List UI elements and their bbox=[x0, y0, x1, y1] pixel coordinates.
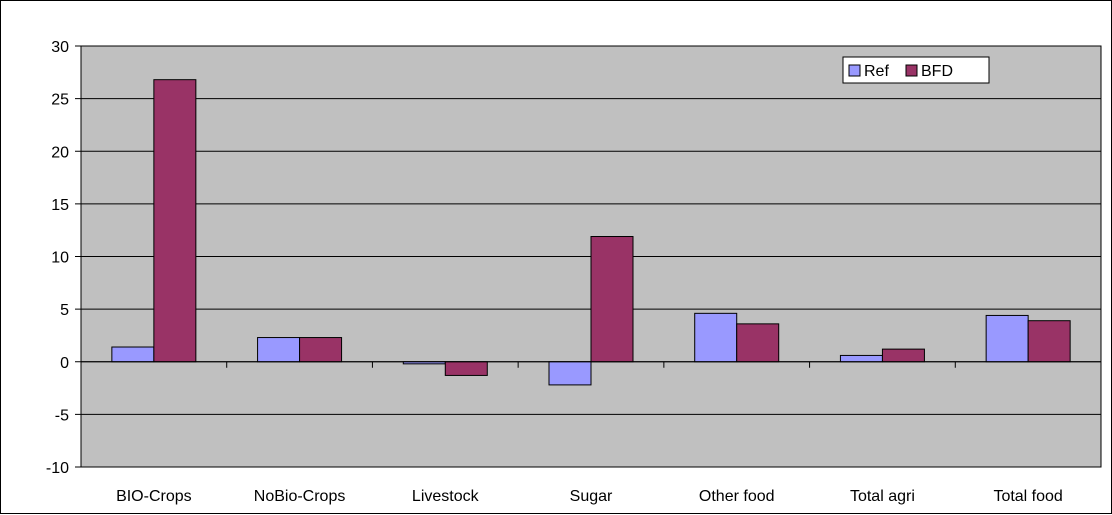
bar-ref-4 bbox=[548, 361, 592, 386]
bar-ref-5 bbox=[694, 312, 738, 363]
y-tick-label: 30 bbox=[51, 39, 69, 56]
bar-bfd-5 bbox=[736, 323, 780, 363]
y-tick-label: -10 bbox=[46, 460, 69, 477]
bar-bfd-4 bbox=[590, 236, 634, 363]
legend-swatch-ref bbox=[848, 64, 861, 77]
bar-bfd-6 bbox=[881, 348, 925, 363]
bar-ref-7 bbox=[985, 314, 1029, 363]
bar-ref-2 bbox=[257, 337, 301, 363]
bar-bfd-1 bbox=[153, 79, 197, 363]
x-tick-label: BIO-Crops bbox=[116, 488, 192, 505]
bar-bfd-2 bbox=[299, 337, 343, 363]
bar-ref-1 bbox=[111, 346, 155, 363]
x-tick-label: Other food bbox=[699, 488, 775, 505]
y-tick-label: 15 bbox=[51, 197, 69, 214]
x-tick-label: Livestock bbox=[412, 488, 480, 505]
y-tick-label: 20 bbox=[51, 144, 69, 161]
y-tick-label: 10 bbox=[51, 250, 69, 267]
bar-ref-6 bbox=[839, 354, 883, 363]
x-tick-label: NoBio-Crops bbox=[254, 488, 346, 505]
x-tick-label: Total agri bbox=[850, 488, 915, 505]
y-tick-label: 0 bbox=[60, 355, 69, 372]
legend-swatch-bfd bbox=[905, 64, 918, 77]
bar-bfd-7 bbox=[1027, 320, 1071, 363]
y-tick-label: 25 bbox=[51, 92, 69, 109]
y-tick-label: -5 bbox=[55, 407, 69, 424]
legend-label-bfd: BFD bbox=[921, 63, 953, 80]
y-tick-label: 5 bbox=[60, 302, 69, 319]
legend: Ref BFD bbox=[842, 56, 990, 84]
x-tick-label: Total food bbox=[993, 488, 1062, 505]
x-tick-label: Sugar bbox=[570, 488, 613, 505]
legend-label-ref: Ref bbox=[864, 63, 889, 80]
bar-bfd-3 bbox=[444, 361, 488, 376]
